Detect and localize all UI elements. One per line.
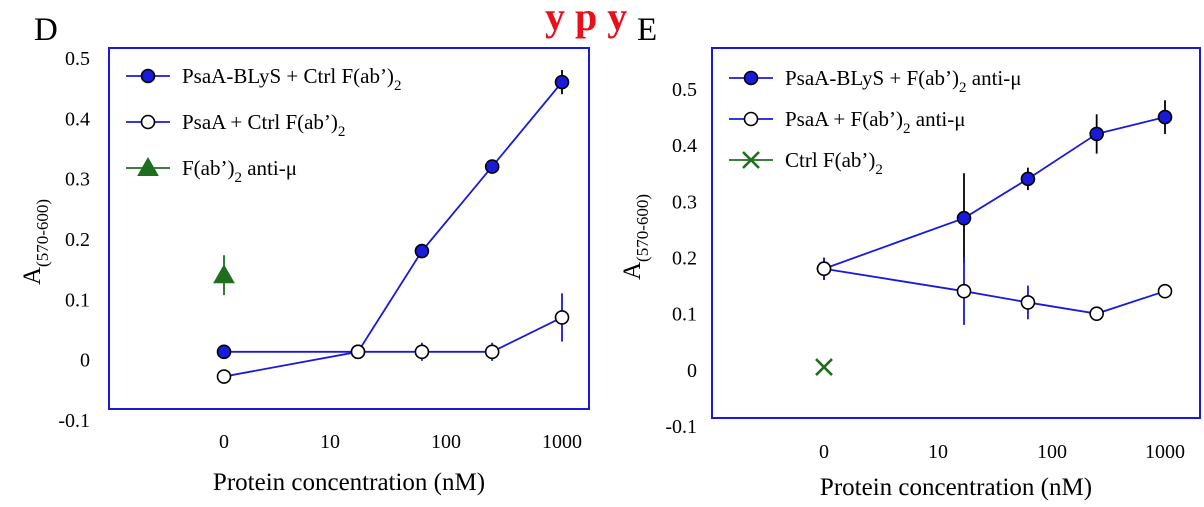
data-point [1157, 109, 1173, 125]
y-tick-label: 0.4 [672, 135, 697, 157]
series-2 [816, 257, 1173, 325]
plot-frame [108, 47, 590, 410]
series-line [823, 116, 1166, 270]
data-point [213, 264, 235, 284]
y-tick-label: 0.2 [672, 248, 697, 270]
y-axis-title: A(570-600) [619, 194, 652, 280]
legend-marker [743, 111, 759, 127]
data-point [1089, 306, 1104, 321]
data-point [956, 210, 972, 226]
legend-entry: Ctrl F(ab’)2 [729, 148, 883, 178]
y-axis-title: A(570-600) [19, 199, 52, 285]
data-point [554, 74, 570, 90]
x-axis-title: Protein concentration (nM) [820, 474, 1092, 501]
legend-marker [742, 151, 760, 169]
y-tick-label: 0.1 [65, 289, 90, 311]
y-tick-label: 0 [80, 350, 90, 372]
y-tick-label: -0.1 [665, 416, 697, 438]
data-point [484, 344, 500, 360]
legend-entry: PsaA-BLyS + Ctrl F(ab’)2 [126, 64, 401, 94]
x-tick-label: 1000 [1145, 441, 1185, 463]
data-point [484, 159, 500, 174]
data-point [1020, 295, 1036, 310]
x-tick-label: 10 [320, 431, 340, 453]
y-tick-label: 0.2 [65, 229, 90, 251]
y-tick-label: 0.3 [672, 191, 697, 213]
data-point [350, 344, 366, 360]
legend-label: PsaA-BLyS + F(ab’)2 anti-μ [785, 66, 1022, 96]
series-3 [213, 255, 235, 296]
legend-label: PsaA + F(ab’)2 anti-μ [785, 107, 966, 137]
legend-label: PsaA + Ctrl F(ab’)2 [182, 110, 345, 140]
data-point [816, 261, 832, 277]
legend-entry: PsaA + Ctrl F(ab’)2 [126, 110, 345, 140]
x-tick-label: 0 [819, 441, 829, 463]
panel-letter: D [34, 12, 58, 48]
y-tick-label: 0.1 [672, 304, 697, 326]
y-axis-title-main: A [19, 267, 46, 285]
data-point [1020, 171, 1036, 187]
data-point [216, 344, 232, 360]
banner-text: y p y [545, 0, 627, 39]
legend-marker [743, 70, 759, 86]
y-tick-label: 0.5 [672, 79, 697, 101]
series-line [823, 267, 1166, 315]
data-point [554, 310, 570, 325]
y-axis-title-sub: (570-600) [33, 199, 52, 267]
series-2 [216, 293, 570, 384]
x-tick-label: 0 [219, 431, 229, 453]
y-axis-title-sub: (570-600) [633, 194, 652, 262]
legend-label: Ctrl F(ab’)2 [785, 148, 883, 178]
panel-letter: E [637, 12, 657, 48]
y-tick-label: -0.1 [58, 410, 90, 432]
y-tick-label: 0.4 [65, 108, 90, 130]
y-tick-label: 0.5 [65, 48, 90, 70]
x-tick-label: 1000 [542, 431, 582, 453]
legend-entry: PsaA-BLyS + F(ab’)2 anti-μ [729, 66, 1022, 96]
y-axis-title-main: A [619, 262, 646, 280]
y-tick-label: 0 [687, 360, 697, 382]
data-point [1089, 126, 1104, 142]
legend-label: F(ab’)2 anti-μ [182, 156, 297, 186]
data-point [1157, 283, 1173, 299]
x-tick-label: 100 [1037, 441, 1067, 463]
legend-entry: PsaA + F(ab’)2 anti-μ [729, 107, 966, 137]
data-point [414, 344, 430, 360]
legend-entry: F(ab’)2 anti-μ [126, 156, 297, 186]
legend-label: PsaA-BLyS + Ctrl F(ab’)2 [182, 64, 401, 94]
legend-marker [140, 114, 156, 130]
legend-marker [140, 68, 156, 84]
plot-frame [711, 47, 1201, 419]
y-tick-label: 0.3 [65, 169, 90, 191]
data-point [956, 283, 972, 299]
series-3 [815, 358, 833, 376]
data-point [414, 243, 430, 259]
data-point [815, 358, 833, 376]
legend-marker [137, 156, 159, 176]
x-tick-label: 10 [928, 441, 948, 463]
panel-e: E -0.1 0 0.1 0.2 0.3 0.4 0.5 0 10 100 1000 Protein c… [619, 12, 1201, 501]
x-axis-title: Protein concentration (nM) [213, 469, 485, 496]
panel-d: D -0.1 0 0.1 0.2 0.3 0.4 0.5 0 10 100 1000 Protein c… [19, 12, 590, 496]
data-point [216, 369, 232, 384]
series-line [223, 316, 563, 378]
x-tick-label: 100 [431, 431, 461, 453]
